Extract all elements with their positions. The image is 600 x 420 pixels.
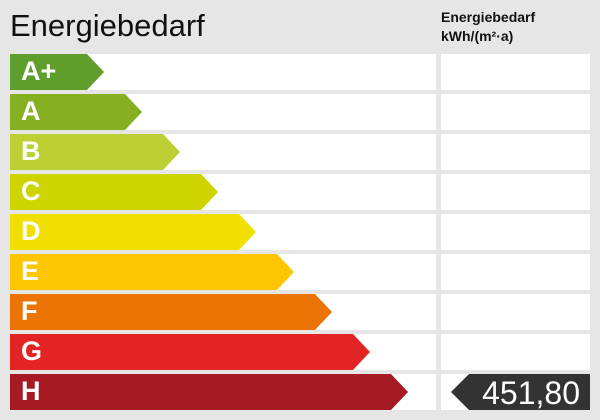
class-label: C (21, 176, 41, 206)
class-bar-F: F (10, 294, 332, 330)
chart-title: Energiebedarf (10, 8, 205, 43)
value-cell (441, 174, 590, 210)
class-label: H (21, 376, 41, 406)
class-bar-H: H (10, 374, 408, 410)
value-cell (441, 254, 590, 290)
class-bar-C: C (10, 174, 218, 210)
class-bar-B: B (10, 134, 180, 170)
class-bar-A+: A+ (10, 54, 104, 90)
class-label: A (21, 96, 41, 126)
value-cell (441, 334, 590, 370)
column-header-line1: Energiebedarf (441, 9, 536, 25)
column-header-line2: kWh/(m²·a) (441, 28, 514, 44)
class-bar-E: E (10, 254, 294, 290)
value-cell (441, 94, 590, 130)
class-bar-D: D (10, 214, 256, 250)
class-bar-A: A (10, 94, 142, 130)
class-label: D (21, 216, 41, 246)
class-label: E (21, 256, 40, 286)
value-cell (441, 214, 590, 250)
value-label: 451,80 (482, 375, 580, 411)
class-bar-G: G (10, 334, 370, 370)
value-cell (441, 54, 590, 90)
value-cell (441, 294, 590, 330)
value-cell (441, 134, 590, 170)
class-label: A+ (21, 56, 57, 86)
column-header: Energiebedarf kWh/(m²·a) (441, 8, 535, 46)
class-label: G (21, 336, 43, 366)
value-marker: 451,80 (451, 374, 590, 410)
class-label: F (21, 296, 38, 326)
class-label: B (21, 136, 41, 166)
